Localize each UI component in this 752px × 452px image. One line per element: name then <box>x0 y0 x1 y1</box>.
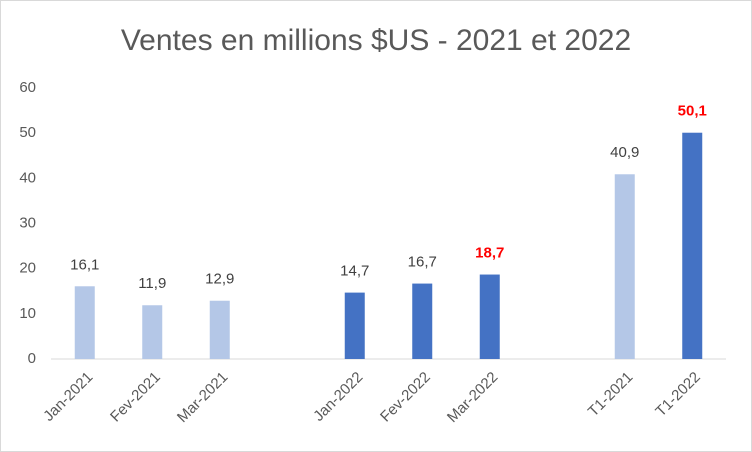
value-label: 50,1 <box>678 103 707 120</box>
value-label: 16,1 <box>70 256 99 273</box>
y-tick-label: 40 <box>19 169 36 186</box>
value-label: 12,9 <box>205 271 234 288</box>
bar <box>74 286 95 359</box>
bar <box>142 305 163 359</box>
value-label: 16,7 <box>408 254 437 271</box>
y-tick-label: 50 <box>19 124 36 141</box>
y-tick-label: 20 <box>19 260 36 277</box>
value-label: 18,7 <box>475 245 504 262</box>
bar <box>614 174 635 359</box>
bar <box>344 292 365 359</box>
y-tick-label: 0 <box>28 350 36 367</box>
value-label: 11,9 <box>138 275 166 292</box>
bar <box>479 274 500 359</box>
bar <box>209 300 230 359</box>
bar <box>412 283 433 359</box>
value-label: 14,7 <box>340 263 369 280</box>
chart-title: Ventes en millions $US - 2021 et 2022 <box>121 24 631 57</box>
y-tick-label: 30 <box>19 214 36 231</box>
bar <box>682 132 703 359</box>
y-tick-label: 10 <box>19 305 36 322</box>
y-tick-label: 60 <box>19 79 36 96</box>
value-label: 40,9 <box>610 144 639 161</box>
